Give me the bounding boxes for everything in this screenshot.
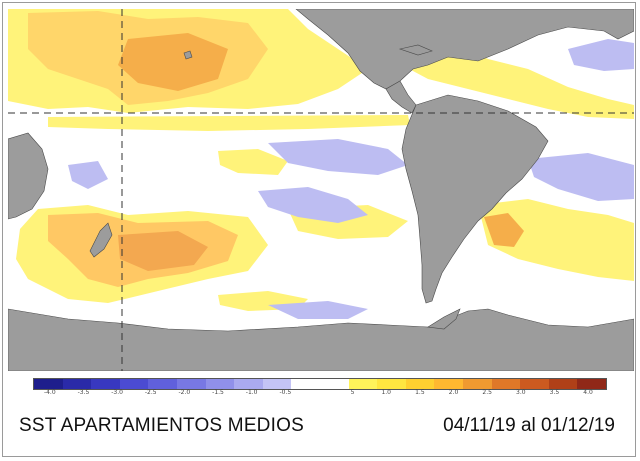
colorbar-tick-label: 3.5 — [549, 389, 560, 396]
colorbar-tick-label: 1.0 — [381, 389, 391, 396]
colorbar-swatch — [205, 379, 235, 389]
colorbar-tick-label: 3.0 — [516, 389, 526, 396]
colorbar-swatch — [377, 379, 406, 389]
figure-title: SST APARTAMIENTOS MEDIOS — [19, 415, 304, 436]
colorbar-swatch — [491, 379, 521, 389]
colorbar-tick-label: -1.5 — [212, 389, 224, 396]
land-hawaii — [183, 50, 193, 60]
cool-anomalies — [68, 39, 634, 319]
land-central-america — [385, 80, 417, 114]
warm-region-southwest-pacific-strong — [118, 231, 208, 271]
warm-anomalies — [8, 9, 634, 311]
colorbar-swatch — [434, 379, 463, 389]
warm-region-north-pacific-strong — [118, 33, 228, 91]
colorbar-swatch — [291, 379, 320, 389]
colorbar-swatch — [91, 379, 120, 389]
cool-region-south-atlantic-west — [528, 153, 634, 201]
colorbar-tick-label: -3.5 — [77, 389, 90, 396]
colorbar-tick-label: -2.5 — [144, 389, 157, 396]
colorbar-swatch — [348, 379, 378, 389]
colorbar-swatch — [262, 379, 292, 389]
map-canvas — [8, 9, 634, 371]
colorbar-tick-label: 5 — [350, 389, 355, 396]
land — [8, 9, 634, 371]
colorbar-swatch — [119, 379, 149, 389]
colorbar-swatch — [234, 379, 263, 389]
colorbar-tick-label: -4.0 — [43, 389, 56, 396]
colorbar-swatch — [148, 379, 177, 389]
figure-frame: -4.0 -3.5 -3.0 -2.5 -2.0 -1.5 -1.0 -0.5 5 1.0 1.5 2… — [2, 2, 636, 457]
colorbar-tick-label — [302, 388, 336, 398]
warm-region-equatorial-band — [48, 115, 410, 131]
cool-region-southern-ocean — [268, 301, 368, 319]
colorbar-tick-label: 2.0 — [448, 389, 459, 396]
colorbar-swatch — [62, 379, 92, 389]
land-caribbean-islands — [398, 44, 433, 56]
colorbar-swatch — [548, 379, 578, 389]
land-antarctic-peninsula — [427, 308, 461, 330]
cool-region-west-pacific — [68, 161, 108, 189]
warm-region-central-pacific — [218, 149, 288, 175]
cool-region-southeast-pacific — [258, 187, 368, 223]
land-australia — [8, 132, 49, 220]
colorbar-tick-label: -1.0 — [245, 389, 258, 396]
colorbar-tick-label: 4.0 — [583, 389, 593, 396]
colorbar-tick-label: 1.5 — [415, 389, 425, 396]
land-south-america — [401, 94, 549, 304]
warm-region-south-atlantic — [478, 199, 634, 281]
colorbar-tick-label: -2.0 — [178, 389, 191, 396]
colorbar-tick-label: -3.0 — [111, 389, 123, 396]
colorbar-swatch — [462, 379, 492, 389]
cool-region-north-atlantic — [568, 39, 634, 71]
colorbar-swatch — [405, 379, 435, 389]
cool-region-equatorial-east-pacific — [268, 139, 408, 175]
colorbar-tick-labels: -4.0 -3.5 -3.0 -2.5 -2.0 -1.5 -1.0 -0.5 5 1.0 1.5 2… — [33, 388, 605, 398]
land-north-america — [295, 9, 634, 90]
warm-region-south-atlantic-core — [484, 213, 524, 247]
colorbar-swatch — [520, 379, 549, 389]
land-new-zealand — [89, 222, 113, 258]
sst-anomaly-map — [8, 9, 634, 371]
colorbar-tick-label: -0.5 — [279, 389, 292, 396]
colorbar-tick-label: 2.5 — [482, 389, 492, 396]
colorbar-swatch — [34, 379, 63, 389]
date-range: 04/11/19 al 01/12/19 — [443, 415, 615, 436]
colorbar-swatch — [176, 379, 206, 389]
anomaly-colorbar — [33, 378, 607, 390]
colorbar-swatch — [319, 379, 349, 389]
colorbar-swatch — [577, 379, 606, 389]
